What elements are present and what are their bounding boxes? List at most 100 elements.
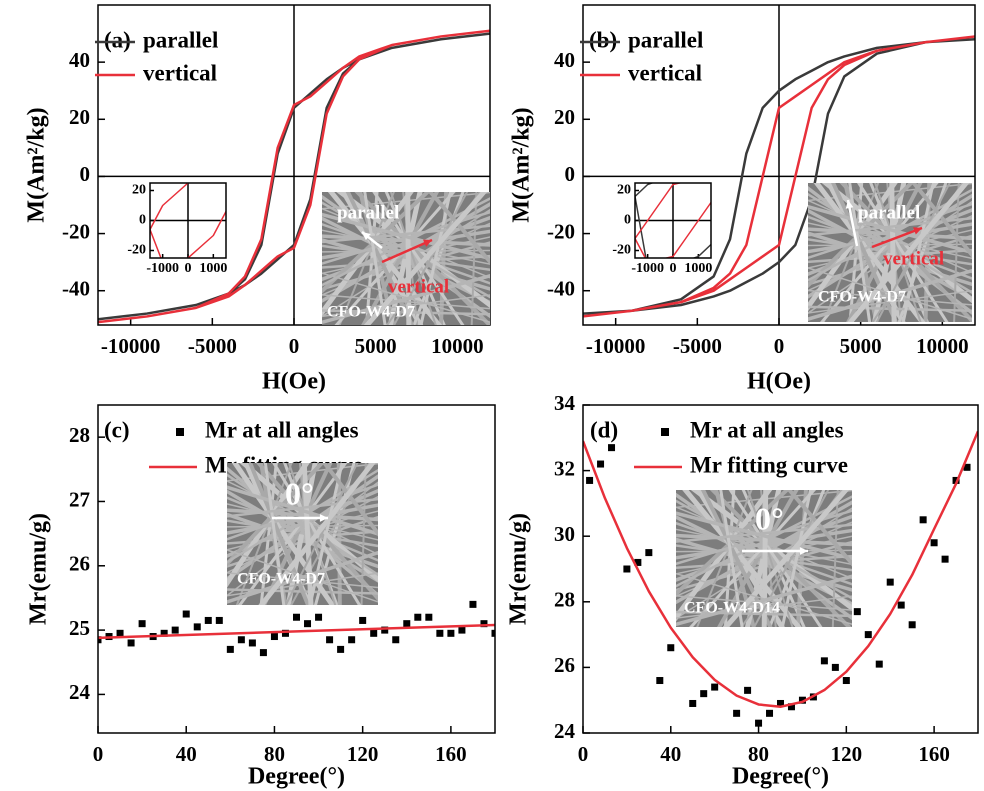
fiber: [322, 294, 490, 318]
arrow-head: [362, 232, 371, 241]
scatter-point: [469, 600, 477, 608]
fiber: [808, 289, 972, 314]
fibers: [808, 183, 972, 322]
scatter-point: [623, 565, 631, 573]
scatter-point: [127, 639, 135, 647]
fiber: [334, 192, 456, 325]
fiber: [227, 508, 378, 522]
x-tick-label: 160: [918, 742, 950, 766]
x-tick-label: 160: [435, 742, 467, 766]
x-tick-label: 0: [93, 742, 104, 766]
scatter-point: [326, 636, 334, 644]
scatter-point: [348, 636, 356, 644]
scatter-point: [853, 608, 861, 616]
series-group: [583, 430, 978, 727]
fiber: [322, 224, 490, 244]
fiber: [808, 193, 972, 299]
y-tick-label: 0: [565, 162, 576, 186]
y-tick-label: 24: [554, 719, 576, 743]
arrow-head: [423, 239, 432, 247]
fiber: [360, 463, 367, 605]
y-tick-label: 28: [69, 423, 90, 447]
scatter-point: [248, 639, 256, 647]
legend-label: vertical: [628, 60, 702, 85]
fiber: [227, 572, 378, 589]
series-line: [98, 623, 495, 640]
fiber: [322, 294, 490, 310]
x-tick-label: -10000: [101, 334, 161, 358]
fiber: [392, 192, 469, 325]
fiber: [427, 192, 490, 265]
scatter-point: [711, 683, 719, 691]
series-line: [635, 183, 711, 258]
x-tick-label: -10000: [586, 334, 646, 358]
x-tick-label: -1000: [146, 261, 179, 276]
scatter-point: [842, 677, 850, 685]
y-tick-label: -20: [612, 243, 631, 258]
scatter-point: [436, 629, 444, 637]
scatter-point: [930, 539, 938, 547]
fiber: [808, 289, 972, 306]
x-tick-label: -5000: [673, 334, 722, 358]
scatter-point: [171, 626, 179, 634]
legend-label: Mr fitting curve: [690, 452, 848, 477]
x-axis-title: H(Oe): [747, 369, 811, 395]
scatter-point: [204, 616, 212, 624]
series-group: [150, 183, 226, 258]
fiber: [322, 212, 490, 261]
legend-label: parallel: [143, 27, 218, 52]
legend-label: Mr at all angles: [690, 417, 844, 442]
scatter-point: [281, 629, 289, 637]
y-tick-label: 26: [69, 552, 90, 576]
x-tick-label: 0: [185, 261, 192, 276]
plot-frame: [97, 404, 496, 734]
x-tick-label: 40: [660, 742, 681, 766]
sem-image: parallel vertical CFO-W4-D7: [808, 183, 972, 322]
scatter-point: [831, 663, 839, 671]
fiber: [321, 463, 378, 537]
scatter-point: [447, 629, 455, 637]
series-group: [583, 35, 975, 318]
fiber: [372, 192, 465, 325]
scatter-point: [458, 626, 466, 634]
arrow-head: [319, 514, 328, 522]
fiber: [261, 463, 333, 605]
fiber: [728, 490, 823, 627]
scatter-point: [226, 645, 234, 653]
y-tick-label: 0: [80, 162, 91, 186]
y-tick-label: 32: [554, 456, 575, 480]
series-line: [583, 35, 975, 318]
fiber: [716, 490, 799, 627]
scatter-point: [886, 578, 894, 586]
image-label: vertical: [388, 276, 449, 297]
y-tick-label: 40: [554, 48, 575, 72]
x-axis-title: Degree(°): [248, 764, 345, 790]
inset-chart: -1000 0 1000 -20 0 20: [612, 182, 712, 276]
series-group: [98, 29, 490, 324]
fiber: [808, 204, 972, 255]
fiber: [389, 192, 437, 325]
fiber: [831, 490, 839, 627]
fiber: [676, 595, 852, 611]
y-tick-label: 25: [69, 616, 90, 640]
fiber: [405, 192, 412, 325]
x-tick-label: 5000: [355, 334, 397, 358]
y-tick-label: -20: [547, 219, 575, 243]
legend-marker: [176, 428, 184, 436]
y-axis-title: Mr(emu/g): [26, 513, 52, 625]
image-label: parallel: [858, 202, 920, 223]
scatter-point: [766, 709, 774, 717]
y-tick-label: -40: [547, 277, 575, 301]
image-label: CFO-W4-D7: [327, 304, 415, 321]
y-tick-label: 20: [132, 183, 146, 198]
arrow-shaft: [381, 238, 433, 264]
series-line: [98, 32, 490, 321]
fiber: [227, 463, 310, 588]
scatter-point: [425, 613, 433, 621]
fiber: [846, 183, 923, 322]
y-axis-title: Mr(emu/g): [506, 513, 532, 625]
scatter-point: [491, 629, 495, 637]
fiber: [709, 490, 852, 627]
fiber: [911, 183, 972, 259]
